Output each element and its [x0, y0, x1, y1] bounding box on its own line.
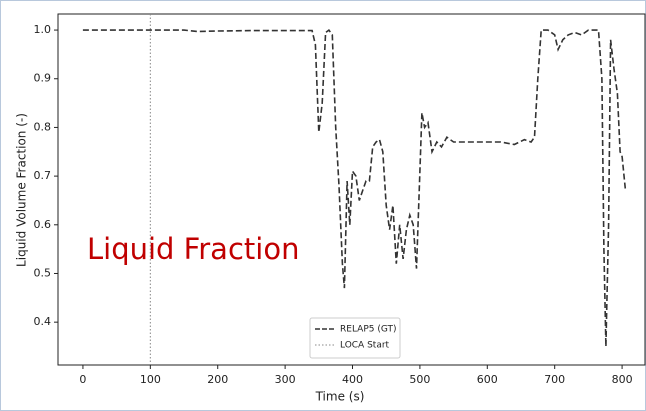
y-tick-label: 0.8 — [34, 120, 52, 133]
legend-label: RELAP5 (GT) — [340, 325, 397, 335]
x-axis-label: Time (s) — [315, 390, 365, 404]
y-tick-label: 0.9 — [34, 72, 52, 85]
line — [82, 28, 627, 347]
x-tick-label: 400 — [342, 373, 363, 386]
x-tick-label: 200 — [207, 373, 228, 386]
y-tick-label: 0.6 — [34, 218, 52, 231]
x-tick-label: 700 — [544, 373, 565, 386]
plot-area — [57, 13, 646, 366]
x-tick-label: 500 — [409, 373, 430, 386]
x-tick-label: 0 — [79, 373, 86, 386]
x-tick-label: 600 — [477, 373, 498, 386]
y-tick-label: 0.5 — [34, 266, 52, 279]
x-tick-label: 300 — [275, 373, 296, 386]
y-tick-label: 0.7 — [34, 169, 52, 182]
legend-box — [309, 317, 401, 359]
x-tick-label: 100 — [140, 373, 161, 386]
x-tick-label: 800 — [612, 373, 633, 386]
annotation: Liquid Fraction — [87, 232, 299, 266]
y-tick-label: 0.4 — [34, 315, 52, 328]
legend-label: LOCA Start — [340, 341, 390, 351]
y-axis-label: Liquid Volume Fraction (-) — [15, 113, 29, 267]
y-tick-label: 1.0 — [34, 23, 52, 36]
